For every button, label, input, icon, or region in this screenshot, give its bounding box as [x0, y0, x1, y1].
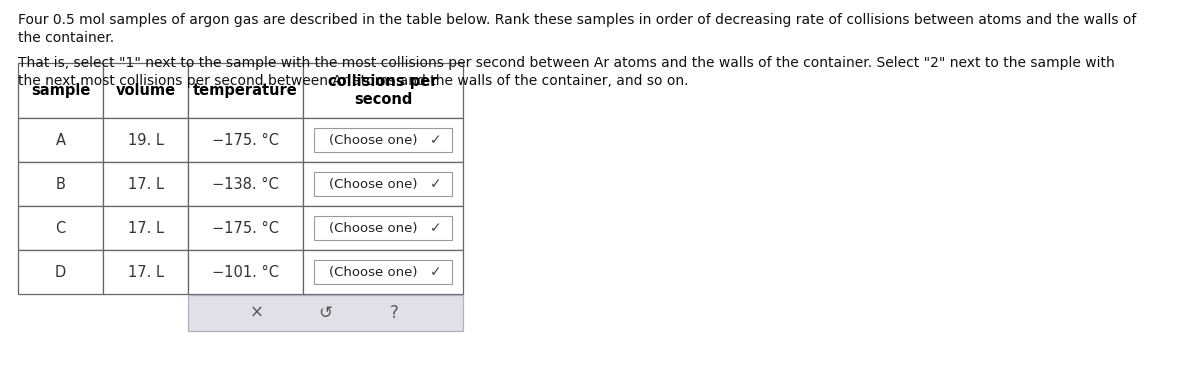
- Bar: [303, 63, 463, 118]
- Text: D: D: [55, 264, 66, 280]
- Bar: [103, 206, 188, 250]
- Bar: [188, 295, 463, 331]
- Text: 17. L: 17. L: [128, 221, 164, 235]
- Bar: [103, 162, 188, 206]
- Bar: [18, 162, 103, 206]
- Text: C: C: [55, 221, 66, 235]
- Text: ?: ?: [390, 304, 399, 322]
- Text: 17. L: 17. L: [128, 264, 164, 280]
- Text: the container.: the container.: [18, 30, 114, 45]
- Text: 19. L: 19. L: [128, 133, 164, 147]
- Bar: [303, 206, 463, 250]
- Text: (Choose one): (Choose one): [329, 265, 418, 278]
- Text: 17. L: 17. L: [128, 176, 164, 192]
- Text: collisions per
second: collisions per second: [328, 74, 438, 107]
- Bar: [314, 216, 451, 240]
- Text: ✓: ✓: [430, 133, 442, 147]
- Text: ✓: ✓: [430, 265, 442, 279]
- Bar: [18, 250, 103, 294]
- Bar: [103, 118, 188, 162]
- Text: temperature: temperature: [193, 83, 298, 98]
- Text: That is, select "1" next to the sample with the most collisions per second betwe: That is, select "1" next to the sample w…: [18, 57, 1114, 70]
- Text: volume: volume: [115, 83, 176, 98]
- Text: Four 0.5 mol samples of argon gas are described in the table below. Rank these s: Four 0.5 mol samples of argon gas are de…: [18, 13, 1136, 27]
- Bar: [18, 63, 103, 118]
- Text: A: A: [55, 133, 66, 147]
- Text: ✓: ✓: [430, 221, 442, 235]
- Text: −175. °C: −175. °C: [212, 133, 279, 147]
- Text: (Choose one): (Choose one): [329, 178, 418, 190]
- Bar: [303, 250, 463, 294]
- Text: −101. °C: −101. °C: [212, 264, 279, 280]
- Bar: [188, 162, 303, 206]
- Text: the next most collisions per second between Ar atoms and the walls of the contai: the next most collisions per second betw…: [18, 74, 688, 88]
- Bar: [188, 63, 303, 118]
- Text: −138. °C: −138. °C: [212, 176, 279, 192]
- Bar: [103, 63, 188, 118]
- Text: ✓: ✓: [430, 177, 442, 191]
- Text: −175. °C: −175. °C: [212, 221, 279, 235]
- Text: (Choose one): (Choose one): [329, 133, 418, 147]
- Bar: [103, 250, 188, 294]
- Bar: [188, 206, 303, 250]
- Bar: [314, 128, 451, 152]
- Bar: [303, 162, 463, 206]
- Bar: [314, 260, 451, 284]
- Text: ↺: ↺: [318, 304, 333, 322]
- Bar: [18, 118, 103, 162]
- Bar: [188, 118, 303, 162]
- Bar: [314, 172, 451, 196]
- Bar: [303, 118, 463, 162]
- Text: sample: sample: [31, 83, 90, 98]
- Text: (Choose one): (Choose one): [329, 221, 418, 235]
- Bar: [188, 250, 303, 294]
- Text: B: B: [55, 176, 66, 192]
- Text: ×: ×: [250, 304, 263, 322]
- Bar: [18, 206, 103, 250]
